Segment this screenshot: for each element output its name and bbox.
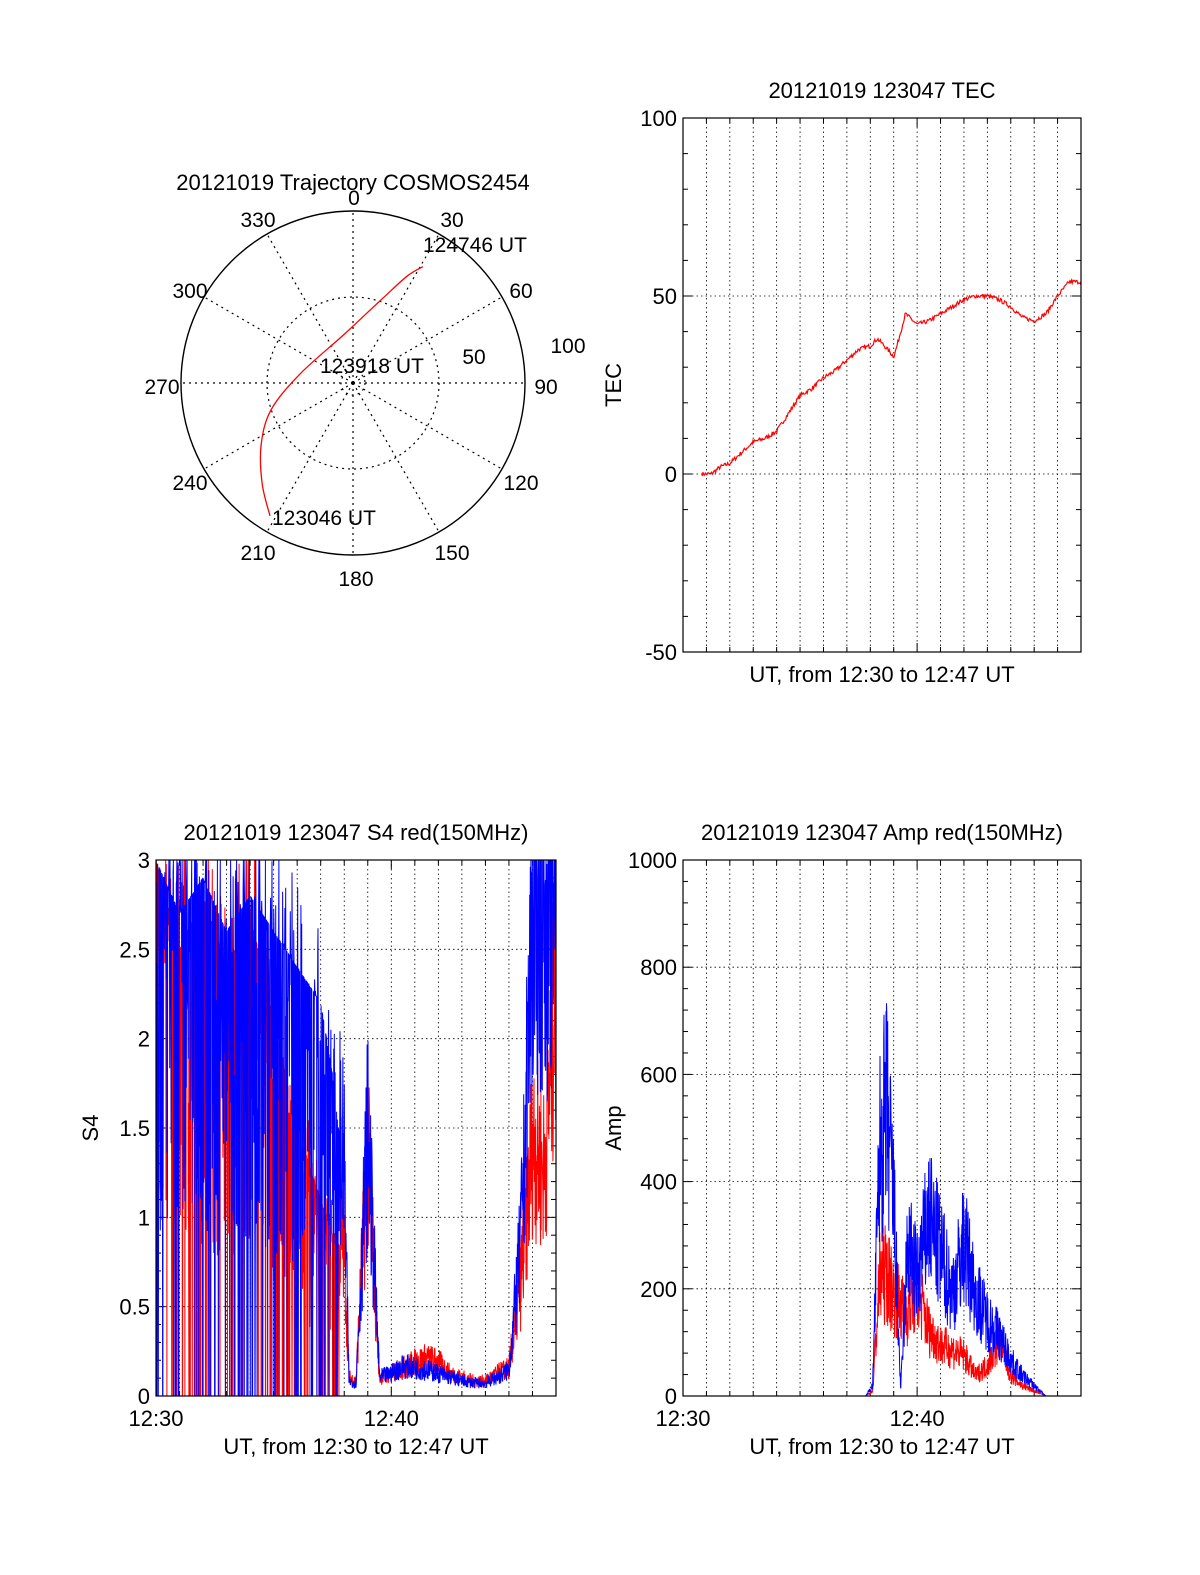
azimuth-label: 30 — [440, 209, 463, 232]
azimuth-spoke — [352, 382, 503, 470]
azimuth-spoke — [352, 233, 440, 384]
x-axis-label: UT, from 12:30 to 12:47 UT — [749, 1434, 1014, 1459]
x-axis-label: UT, from 12:30 to 12:47 UT — [223, 1434, 488, 1459]
y-axis-label: S4 — [78, 1115, 103, 1142]
azimuth-label: 120 — [503, 472, 538, 495]
plot-frame — [682, 117, 1082, 653]
tec-line-chart: -50 0 50 100 20121019 123047 TEC UT, from 12:… — [601, 78, 1082, 687]
y-tick-label: 400 — [640, 1170, 677, 1195]
azimuth-spoke — [203, 382, 354, 470]
y-tick-label: -50 — [645, 640, 677, 665]
horizon-circle — [180, 210, 526, 556]
y-tick-label: 2 — [138, 1027, 150, 1052]
azimuth-spoke — [266, 382, 354, 533]
azimuth-label: 0 — [348, 187, 360, 210]
y-tick-label: 200 — [640, 1277, 677, 1302]
azimuth-label: 330 — [240, 209, 275, 232]
y-tick-label: 0 — [138, 1384, 150, 1409]
radial-label: 100 — [550, 335, 585, 358]
series-line-blue — [155, 859, 557, 1397]
x-tick-label: 12:40 — [364, 1406, 419, 1431]
azimuth-spoke — [203, 296, 354, 384]
trajectory-start-label: 123046 UT — [272, 507, 376, 530]
y-tick-label: 2.5 — [119, 937, 150, 962]
series-line-blue — [683, 1003, 1081, 1397]
azimuth-label: 60 — [509, 280, 532, 303]
trajectory-end-label: 124746 UT — [423, 234, 527, 257]
x-axis-label: UT, from 12:30 to 12:47 UT — [749, 662, 1014, 687]
x-tick-label: 12:30 — [655, 1406, 710, 1431]
s4-line-chart: 0 0.5 1 1.5 2 2.5 3 12:30 12:40 20121019 123047 S… — [78, 820, 557, 1459]
azimuth-label: 180 — [338, 568, 373, 591]
azimuth-label: 300 — [172, 280, 207, 303]
trajectory-mid-label: 123918 UT — [320, 355, 424, 378]
azimuth-label: 150 — [434, 542, 469, 565]
chart-title: 20121019 123047 Amp red(150MHz) — [701, 820, 1063, 845]
elevation-ring — [266, 296, 440, 470]
y-tick-label: 0 — [665, 1384, 677, 1409]
amp-line-chart: 0 200 400 600 800 1000 12:30 12:40 20121019 1230… — [601, 820, 1082, 1459]
elevation-ring — [340, 370, 366, 396]
y-axis-label: Amp — [601, 1105, 626, 1150]
y-tick-label: 1.5 — [119, 1116, 150, 1141]
azimuth-label: 270 — [144, 376, 179, 399]
plot-frame — [682, 859, 1082, 1397]
azimuth-label: 90 — [534, 376, 557, 399]
y-tick-label: 50 — [653, 284, 677, 309]
y-tick-label: 1000 — [628, 848, 677, 873]
series-line-red — [701, 278, 1082, 477]
y-tick-label: 0.5 — [119, 1295, 150, 1320]
y-tick-label: 1 — [138, 1205, 150, 1230]
y-axis-label: TEC — [601, 363, 626, 407]
chart-title: 20121019 Trajectory COSMOS2454 — [176, 170, 529, 195]
y-tick-label: 600 — [640, 1062, 677, 1087]
x-tick-label: 12:30 — [128, 1406, 183, 1431]
azimuth-spoke — [266, 233, 354, 384]
chart-title: 20121019 123047 TEC — [768, 78, 995, 103]
azimuth-spoke — [352, 382, 440, 533]
chart-title: 20121019 123047 S4 red(150MHz) — [184, 820, 529, 845]
azimuth-label: 210 — [240, 542, 275, 565]
azimuth-label: 240 — [172, 472, 207, 495]
trajectory-path — [259, 266, 424, 517]
y-tick-label: 800 — [640, 955, 677, 980]
x-tick-label: 12:40 — [890, 1406, 945, 1431]
y-tick-label: 0 — [665, 462, 677, 487]
trajectory-polar-chart: 0 30 60 90 120 150 180 210 240 270 300 330 50 100 1247… — [144, 170, 585, 591]
radial-label: 50 — [462, 346, 485, 369]
y-tick-label: 100 — [640, 106, 677, 131]
y-tick-label: 3 — [138, 848, 150, 873]
azimuth-spoke — [352, 296, 503, 384]
plot-frame — [155, 859, 557, 1397]
